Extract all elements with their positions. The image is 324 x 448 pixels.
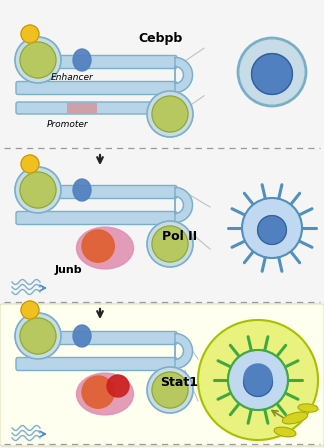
Circle shape bbox=[152, 372, 188, 408]
Circle shape bbox=[21, 301, 39, 319]
Polygon shape bbox=[175, 333, 192, 369]
Circle shape bbox=[107, 375, 129, 397]
Circle shape bbox=[15, 167, 61, 213]
Polygon shape bbox=[175, 188, 192, 223]
Circle shape bbox=[15, 313, 61, 359]
Circle shape bbox=[147, 221, 193, 267]
FancyBboxPatch shape bbox=[16, 358, 177, 370]
Circle shape bbox=[258, 215, 286, 245]
Ellipse shape bbox=[82, 230, 114, 262]
Text: Promoter: Promoter bbox=[47, 120, 89, 129]
Text: Stat1: Stat1 bbox=[160, 375, 198, 388]
Circle shape bbox=[20, 172, 56, 208]
Circle shape bbox=[152, 226, 188, 262]
Circle shape bbox=[147, 367, 193, 413]
Circle shape bbox=[244, 368, 272, 396]
Ellipse shape bbox=[76, 227, 133, 269]
FancyBboxPatch shape bbox=[67, 103, 97, 113]
Circle shape bbox=[228, 350, 288, 410]
Circle shape bbox=[252, 54, 292, 95]
Text: Cebpb: Cebpb bbox=[138, 31, 182, 44]
Ellipse shape bbox=[73, 325, 91, 347]
Ellipse shape bbox=[283, 412, 307, 424]
FancyBboxPatch shape bbox=[16, 332, 177, 345]
Circle shape bbox=[244, 364, 272, 392]
Circle shape bbox=[228, 350, 288, 410]
Ellipse shape bbox=[274, 427, 296, 437]
Circle shape bbox=[198, 320, 318, 440]
Polygon shape bbox=[175, 57, 192, 92]
FancyBboxPatch shape bbox=[16, 211, 177, 224]
FancyBboxPatch shape bbox=[16, 185, 177, 198]
Text: Pol II: Pol II bbox=[162, 229, 197, 242]
Circle shape bbox=[21, 25, 39, 43]
Ellipse shape bbox=[82, 376, 114, 408]
Circle shape bbox=[20, 42, 56, 78]
Circle shape bbox=[238, 38, 306, 106]
Ellipse shape bbox=[298, 404, 318, 412]
Ellipse shape bbox=[73, 179, 91, 201]
Circle shape bbox=[21, 155, 39, 173]
Circle shape bbox=[242, 198, 302, 258]
Circle shape bbox=[15, 37, 61, 83]
FancyBboxPatch shape bbox=[0, 304, 324, 446]
FancyBboxPatch shape bbox=[16, 82, 177, 95]
FancyBboxPatch shape bbox=[16, 56, 177, 69]
Text: Junb: Junb bbox=[55, 265, 83, 275]
FancyBboxPatch shape bbox=[16, 102, 172, 114]
Circle shape bbox=[20, 318, 56, 354]
Ellipse shape bbox=[73, 49, 91, 71]
Circle shape bbox=[152, 96, 188, 132]
Ellipse shape bbox=[76, 373, 133, 415]
Text: Enhancer: Enhancer bbox=[51, 73, 93, 82]
Circle shape bbox=[147, 91, 193, 137]
